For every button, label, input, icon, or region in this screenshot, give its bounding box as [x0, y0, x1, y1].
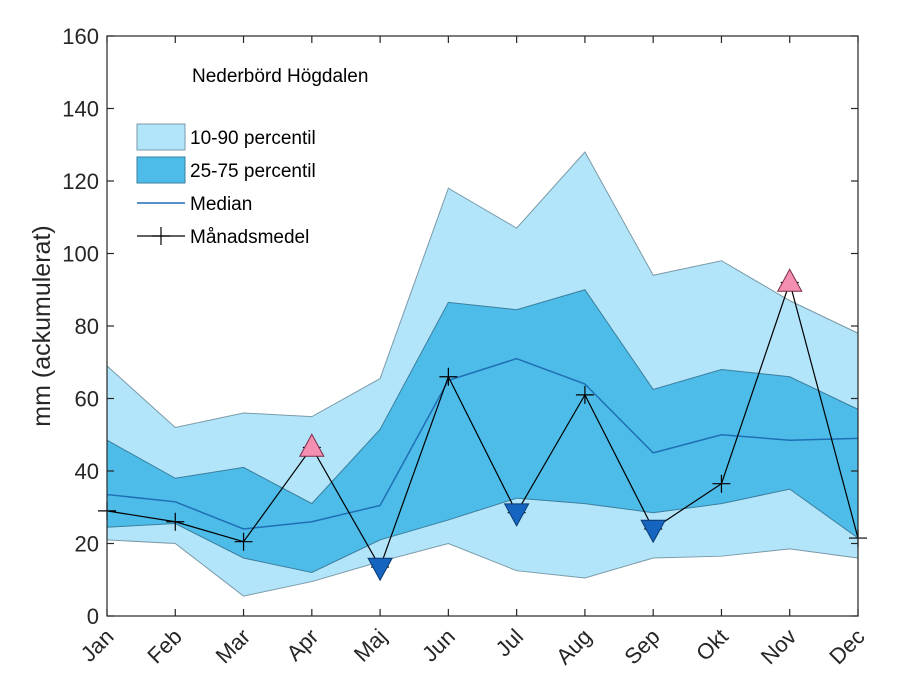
y-tick-label: 0 — [87, 604, 99, 629]
series-line-median — [106, 357, 859, 530]
legend: 10-90 percentil 25-75 percentil Median M… — [136, 123, 316, 248]
y-tick-label: 20 — [75, 532, 99, 557]
series-line-m-nadsmedel — [106, 280, 859, 569]
chart-title: Nederbörd Högdalen — [192, 66, 368, 87]
y-tick-label: 140 — [62, 97, 99, 122]
series-lines — [106, 280, 859, 569]
legend-label-10-90: 10-90 percentil — [190, 128, 316, 149]
mean-point-jun — [439, 367, 458, 386]
y-tick-label: 120 — [62, 169, 99, 194]
legend-label-manadsmedel: Månadsmedel — [190, 227, 309, 248]
x-tick-label-aug: Aug — [551, 624, 596, 669]
above-marker-nov — [776, 268, 803, 292]
percentile-bands — [106, 151, 859, 597]
below-marker-maj — [367, 557, 393, 582]
legend-label-median: Median — [190, 194, 252, 215]
x-tick-label-maj: Maj — [349, 624, 392, 667]
above-marker-apr — [298, 433, 325, 457]
y-tick-label: 80 — [75, 314, 99, 339]
x-tick-label-mar: Mar — [211, 624, 255, 668]
x-tick-label-jun: Jun — [417, 624, 460, 667]
deviation-markers — [98, 268, 867, 582]
legend-label-25-75: 25-75 percentil — [190, 161, 316, 182]
y-tick-label: 100 — [62, 242, 99, 267]
legend-swatch-10-90 — [136, 123, 186, 151]
mean-point-okt — [712, 474, 731, 493]
x-tick-label-nov: Nov — [756, 624, 801, 669]
y-tick-label: 160 — [62, 24, 99, 49]
mean-point-feb — [166, 512, 185, 531]
x-tick-label-jul: Jul — [491, 624, 529, 662]
below-marker-sep — [640, 519, 667, 544]
x-tick-label-apr: Apr — [281, 624, 323, 666]
y-tick-label: 60 — [75, 387, 99, 412]
mean-point-aug — [575, 385, 594, 404]
legend-swatch-25-75 — [136, 156, 186, 184]
x-tick-label-okt: Okt — [691, 624, 733, 666]
y-tick-label: 40 — [75, 459, 99, 484]
y-axis-label: mm (ackumulerat) — [28, 225, 56, 426]
below-marker-jul — [503, 503, 530, 527]
x-tick-label-dec: Dec — [824, 624, 869, 669]
x-tick-label-sep: Sep — [619, 624, 664, 669]
x-tick-label-jan: Jan — [76, 624, 119, 667]
x-tick-label-feb: Feb — [142, 624, 186, 668]
mean-point-mar — [234, 532, 253, 551]
